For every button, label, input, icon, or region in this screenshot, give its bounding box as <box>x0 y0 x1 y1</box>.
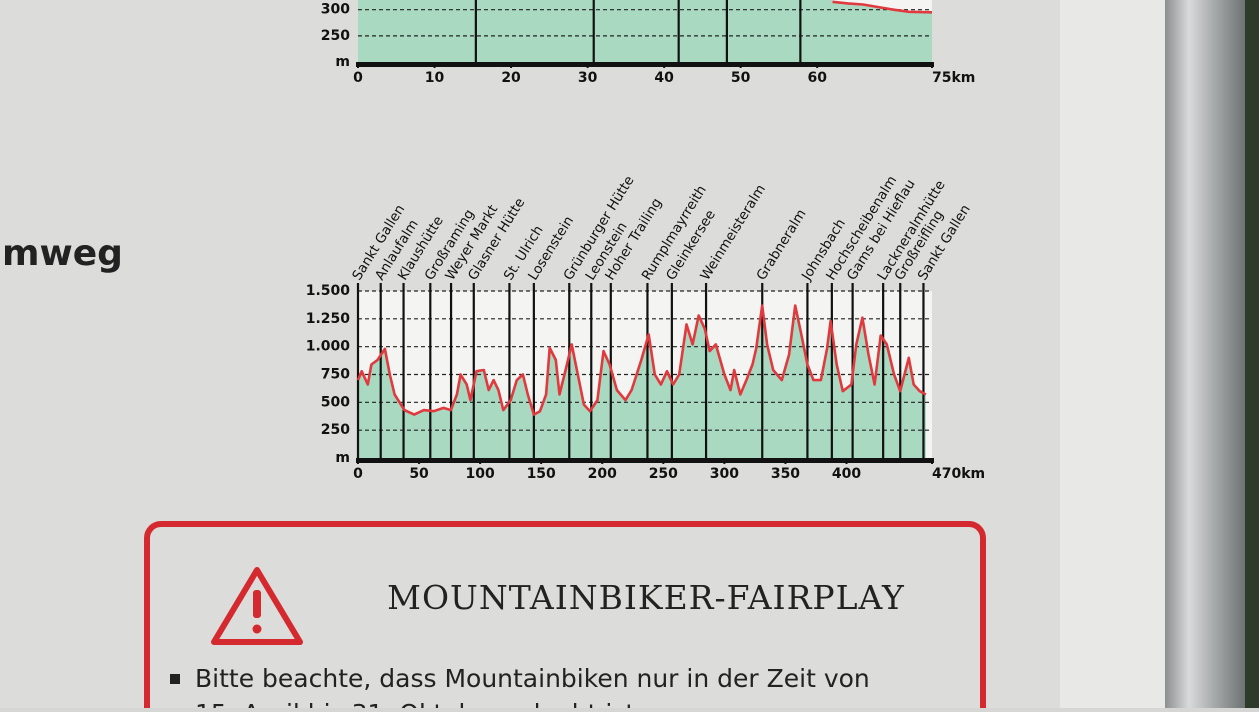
y-tick-label: 300 <box>321 2 350 18</box>
elevation-area <box>832 1 932 63</box>
y-tick-label: 1.000 <box>306 339 351 355</box>
x-tick-label: 200 <box>588 466 617 482</box>
x-tick-label: 20 <box>501 70 521 86</box>
fairplay-box: MOUNTAINBIKER-FAIRPLAY Bitte beachte, da… <box>144 521 986 712</box>
warning-dot <box>252 624 262 634</box>
x-tick-label: 0 <box>353 70 363 86</box>
elevation-line <box>832 0 933 14</box>
x-tick-label: 50 <box>731 70 751 86</box>
heading: mweg <box>2 233 123 274</box>
box-title: MOUNTAINBIKER-FAIRPLAY <box>387 578 905 617</box>
x-tick-label: 470km <box>932 466 985 482</box>
area-fill <box>358 0 833 62</box>
x-tick-label: 60 <box>807 70 827 86</box>
sign-edge <box>1060 0 1165 708</box>
x-tick-label: 400 <box>832 466 861 482</box>
elevation-chart: m 250 300 0 10 20 30 40 50 60 75km <box>321 0 975 86</box>
elevation-area <box>358 305 926 458</box>
x-tick-label: 75km <box>932 70 975 86</box>
x-tick-label: 350 <box>771 466 800 482</box>
x-tick-label: 100 <box>466 466 495 482</box>
x-tick-label: 10 <box>425 70 445 86</box>
x-axis-bar <box>356 62 934 67</box>
warning-icon <box>211 567 303 645</box>
x-tick-label: 50 <box>409 466 429 482</box>
metal-post <box>1165 0 1245 708</box>
x-axis-bar <box>356 458 934 463</box>
y-tick-label: 250 <box>321 28 350 44</box>
box-border <box>144 521 986 712</box>
box-text: Bitte beachte, dass Mountainbiken nur in… <box>195 664 870 693</box>
x-tick-label: 300 <box>710 466 739 482</box>
x-tick-label: 40 <box>654 70 674 86</box>
bullet <box>170 674 180 684</box>
background-foliage <box>1245 0 1259 708</box>
y-tick-label: 750 <box>321 367 350 383</box>
x-tick-label: 150 <box>527 466 556 482</box>
x-tick-label: 30 <box>578 70 598 86</box>
elevation-line <box>356 304 927 416</box>
y-tick-label: 1.500 <box>306 283 351 299</box>
y-tick-label: m <box>335 54 350 70</box>
y-tick-label: m <box>335 450 350 466</box>
x-tick-label: 250 <box>649 466 678 482</box>
x-tick-label: 0 <box>353 466 363 482</box>
warning-mark <box>253 590 261 618</box>
y-tick-label: 500 <box>321 394 350 410</box>
y-tick-label: 1.250 <box>306 311 351 327</box>
box-text: 15. April bis 31. Oktober erlaubt ist. <box>195 699 643 708</box>
y-tick-label: 250 <box>321 422 350 438</box>
